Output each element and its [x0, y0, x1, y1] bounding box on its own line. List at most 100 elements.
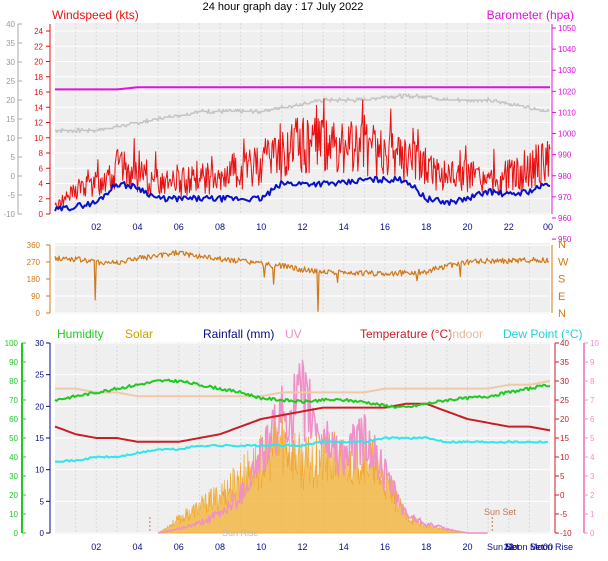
uv-y-tick: 3: [590, 472, 595, 481]
barometer-y-tick: 950: [558, 235, 572, 244]
windspeed-y-tick: 6: [39, 164, 44, 173]
series-humidity: [54, 378, 551, 409]
x-tick-label-top: 08: [215, 222, 225, 232]
x-tick-label-bottom: 02: [91, 542, 101, 552]
outer-y-tick: 30: [6, 58, 15, 67]
windspeed-y-tick: 10: [34, 134, 43, 143]
uv-y-tick: 1: [590, 510, 595, 519]
barometer-y-tick: 1030: [558, 66, 576, 75]
humidity-y-tick: 40: [9, 453, 18, 462]
rainfall-y-tick: 5: [40, 497, 45, 506]
x-tick-label-bottom: 04: [132, 542, 142, 552]
direction-y-tick: 0: [36, 309, 41, 318]
compass-label: S: [558, 274, 565, 286]
humidity-y-tick: 80: [9, 377, 18, 386]
label-sun-set: Sun Set: [487, 542, 520, 552]
legend-solar: Solar: [125, 327, 153, 341]
x-tick-label-top: 02: [91, 222, 101, 232]
direction-y-tick: 180: [27, 275, 41, 284]
legend-temperature: Temperature (°C): [360, 327, 452, 341]
barometer-y-tick: 1010: [558, 108, 576, 117]
temperature-y-tick: 25: [560, 396, 569, 405]
rainfall-y-tick: 30: [35, 339, 44, 348]
temperature-y-tick: 20: [560, 415, 569, 424]
x-tick-label-bottom: 10: [256, 542, 266, 552]
humidity-y-tick: 50: [9, 434, 18, 443]
series-uv: [157, 359, 488, 534]
x-tick-label-top: 20: [462, 222, 472, 232]
series-indoor: [55, 380, 551, 398]
windspeed-y-tick: 2: [39, 195, 44, 204]
x-tick-label-top: 10: [256, 222, 266, 232]
outer-y-tick: 35: [6, 39, 15, 48]
direction-y-tick: 90: [31, 292, 40, 301]
uv-y-tick: 8: [590, 377, 595, 386]
legend-indoor: Indoor: [449, 327, 483, 341]
direction-y-tick: 270: [27, 258, 41, 267]
uv-y-tick: 6: [590, 415, 595, 424]
barometer-y-tick: 990: [558, 151, 572, 160]
direction-y-tick: 360: [27, 241, 41, 250]
uv-y-tick: 9: [590, 358, 595, 367]
windspeed-y-tick: 12: [34, 119, 43, 128]
humidity-y-tick: 60: [9, 415, 18, 424]
x-tick-label-bottom: 08: [215, 542, 225, 552]
legend-humidity: Humidity: [57, 327, 104, 341]
x-tick-label-top: 00: [543, 222, 553, 232]
marks: [54, 86, 551, 534]
outer-y-tick: 5: [11, 153, 16, 162]
rainfall-y-tick: 0: [40, 529, 45, 538]
barometer-y-tick: 980: [558, 172, 572, 181]
legend-dewpoint: Dew Point (°C): [503, 327, 582, 341]
humidity-y-tick: 20: [9, 491, 18, 500]
uv-y-tick: 0: [590, 529, 595, 538]
annotation-sun-set: Sun Set: [484, 507, 517, 517]
windspeed-y-tick: 4: [39, 180, 44, 189]
series-dewpoint: [54, 436, 548, 463]
uv-y-tick: 7: [590, 396, 595, 405]
temperature-y-tick: 10: [560, 453, 569, 462]
temperature-y-tick: 40: [560, 339, 569, 348]
compass-label: W: [558, 256, 569, 268]
temperature-y-tick: -10: [560, 529, 572, 538]
humidity-y-tick: 0: [14, 529, 19, 538]
barometer-y-tick: 1040: [558, 45, 576, 54]
label-moon-rise: Moon Rise: [530, 542, 573, 552]
x-tick-label-top: 12: [297, 222, 307, 232]
x-tick-label-bottom: 20: [462, 542, 472, 552]
outer-y-tick: 10: [6, 134, 15, 143]
windspeed-y-tick: 16: [34, 88, 43, 97]
page-title: 24 hour graph day : 17 July 2022: [203, 1, 364, 13]
uv-y-tick: 4: [590, 453, 595, 462]
barometer-axis-label: Barometer (hpa): [487, 8, 574, 22]
label-sun-rise: Sun Rise: [222, 528, 259, 538]
temperature-y-tick: 30: [560, 377, 569, 386]
barometer-y-tick: 1020: [558, 87, 576, 96]
x-tick-label-top: 06: [174, 222, 184, 232]
x-tick-label-bottom: 14: [339, 542, 349, 552]
temperature-y-tick: 5: [560, 472, 565, 481]
compass-label: N: [558, 308, 566, 320]
barometer-y-tick: 960: [558, 214, 572, 223]
x-tick-label-top: 18: [421, 222, 431, 232]
barometer-y-tick: 1000: [558, 130, 576, 139]
humidity-y-tick: 10: [9, 510, 18, 519]
humidity-y-tick: 90: [9, 358, 18, 367]
temperature-y-tick: 35: [560, 358, 569, 367]
axes: 0202040406060808101012121414161618182020…: [3, 20, 599, 552]
rainfall-y-tick: 25: [35, 371, 44, 380]
uv-y-tick: 2: [590, 491, 595, 500]
temperature-y-tick: 15: [560, 434, 569, 443]
legend-uv: UV: [285, 327, 302, 341]
outer-y-tick: -5: [8, 191, 16, 200]
outer-y-tick: 15: [6, 115, 15, 124]
compass-label: E: [558, 291, 565, 303]
x-tick-label-bottom: 12: [297, 542, 307, 552]
barometer-y-tick: 1050: [558, 24, 576, 33]
temperature-y-tick: 0: [560, 491, 565, 500]
x-tick-label-bottom: 18: [421, 542, 431, 552]
outer-y-tick: -10: [3, 210, 15, 219]
series-barometer: [55, 86, 550, 91]
legend-rainfall: Rainfall (mm): [203, 327, 274, 341]
